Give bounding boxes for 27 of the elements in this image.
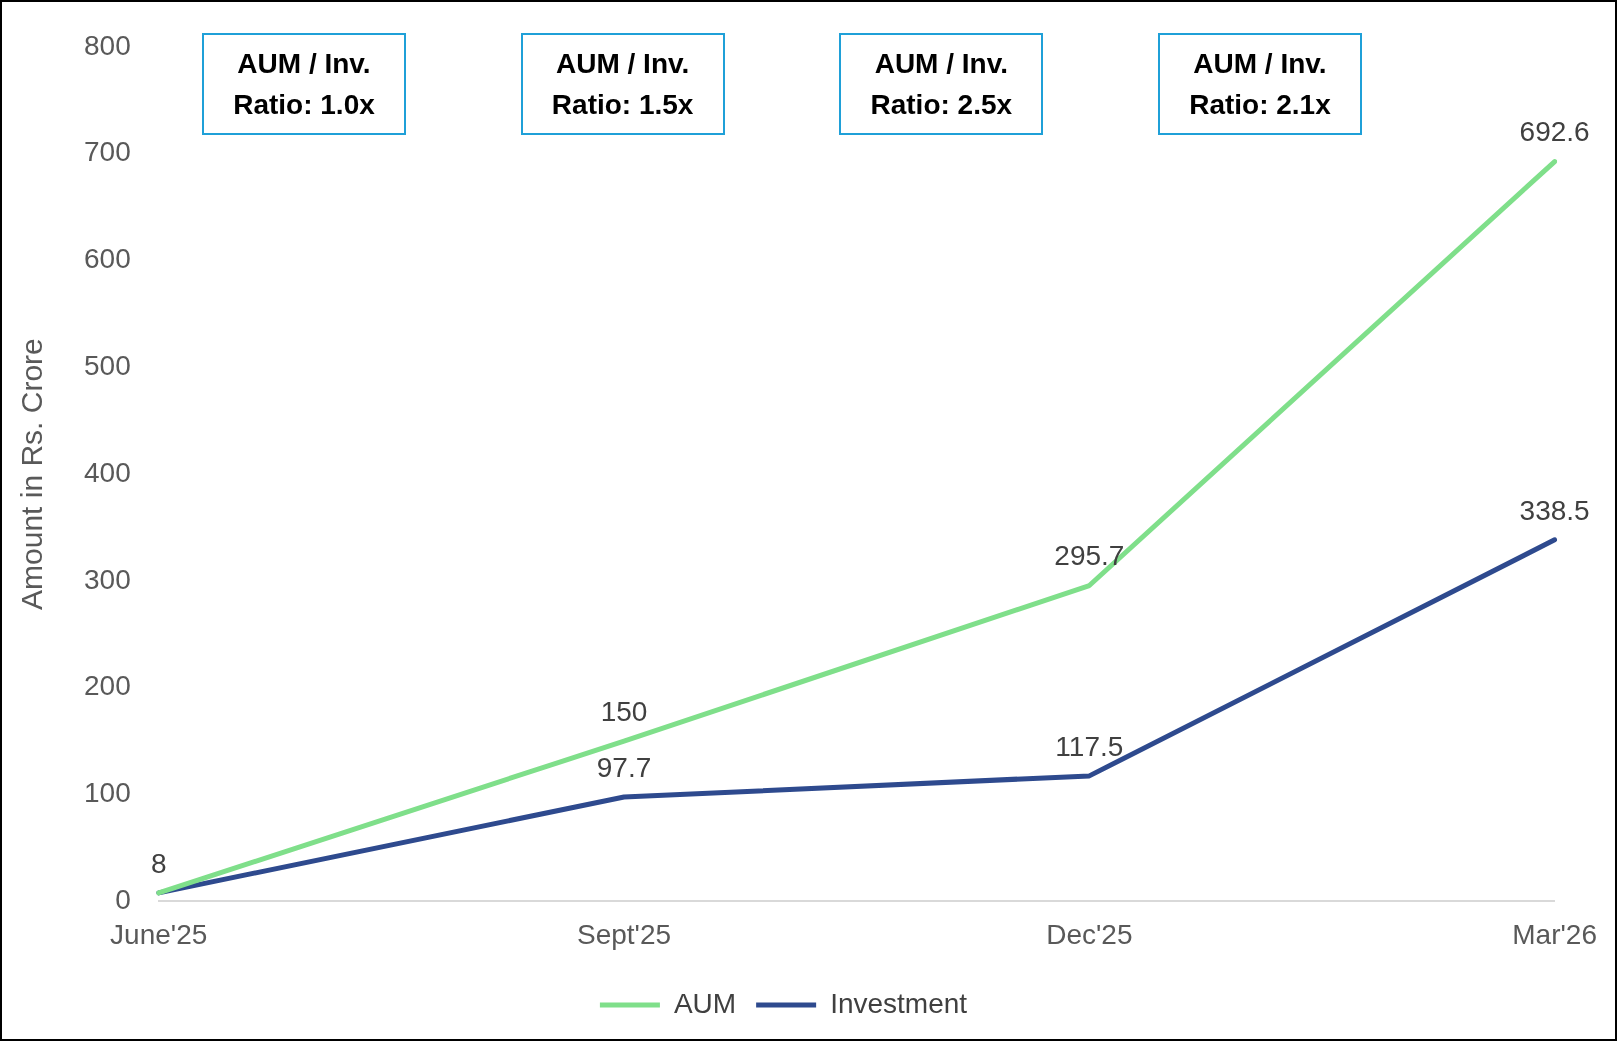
data-label: 692.6 xyxy=(1519,116,1590,148)
data-label: 150 xyxy=(600,695,648,727)
y-tick-label: 300 xyxy=(84,563,131,595)
annotation: AUM / Inv. Ratio: 1.5x xyxy=(520,33,725,135)
y-tick-label: 800 xyxy=(84,29,131,61)
annotation: AUM / Inv. Ratio: 2.5x xyxy=(839,33,1044,135)
y-tick-label: 200 xyxy=(84,670,131,702)
x-tick-label: Sept'25 xyxy=(576,918,672,950)
y-tick-label: 400 xyxy=(84,456,131,488)
y-tick-label: 100 xyxy=(84,777,131,809)
x-tick-label: Dec'25 xyxy=(1046,918,1133,950)
x-tick-label: June'25 xyxy=(110,918,208,950)
annotation: AUM / Inv. Ratio: 2.1x xyxy=(1157,33,1362,135)
legend-label: AUM xyxy=(673,987,737,1019)
x-tick-label: Mar'26 xyxy=(1512,918,1597,950)
data-label: 97.7 xyxy=(596,751,652,783)
y-tick-label: 0 xyxy=(115,884,131,916)
y-axis-title: Amount in Rs. Crore xyxy=(15,338,49,610)
data-label: 8 xyxy=(150,847,167,879)
y-tick-label: 700 xyxy=(84,136,131,168)
annotation: AUM / Inv. Ratio: 1.0x xyxy=(202,33,406,135)
legend-label: Investment xyxy=(830,987,968,1019)
data-label: 338.5 xyxy=(1519,494,1590,526)
data-label: 295.7 xyxy=(1054,540,1125,572)
y-tick-label: 500 xyxy=(84,349,131,381)
y-tick-label: 600 xyxy=(84,243,131,275)
data-label: 117.5 xyxy=(1055,730,1124,762)
